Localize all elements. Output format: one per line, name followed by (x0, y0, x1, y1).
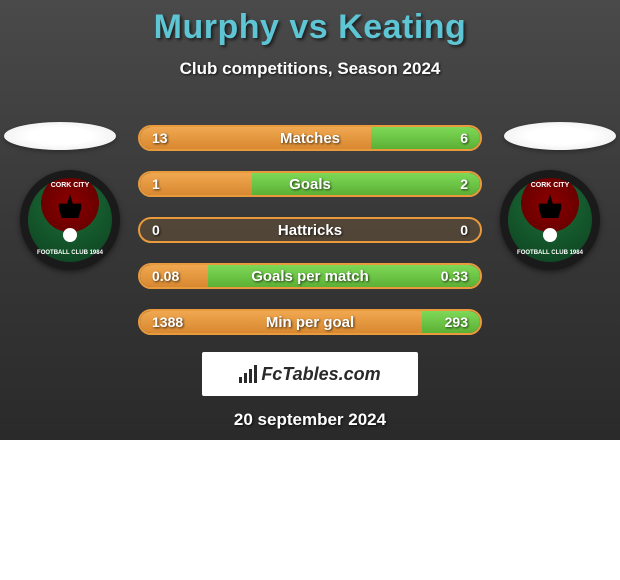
brand-text: FcTables.com (261, 364, 380, 385)
stat-label: Goals per match (140, 268, 480, 285)
badge-bottom-text: FOOTBALL CLUB 1984 (508, 250, 592, 256)
stat-value-right: 2 (460, 176, 468, 192)
badge-inner-right: CORK CITY FOOTBALL CLUB 1984 (508, 178, 592, 262)
stat-value-right: 6 (460, 130, 468, 146)
stat-row: 1388Min per goal293 (138, 309, 482, 335)
stat-label: Goals (140, 176, 480, 193)
badge-inner-left: CORK CITY FOOTBALL CLUB 1984 (28, 178, 112, 262)
chart-icon (239, 365, 257, 383)
page-title: Murphy vs Keating (0, 0, 620, 47)
comparison-card: Murphy vs Keating Club competitions, Sea… (0, 0, 620, 440)
badge-ship-icon (536, 194, 564, 218)
badge-top-text: CORK CITY (28, 182, 112, 189)
stat-row: 1Goals2 (138, 171, 482, 197)
stat-row: 13Matches6 (138, 125, 482, 151)
player-left-oval (4, 122, 116, 150)
club-badge-right: CORK CITY FOOTBALL CLUB 1984 (500, 170, 600, 270)
badge-ball-icon (543, 228, 557, 242)
stat-label: Matches (140, 130, 480, 147)
badge-ship-icon (56, 194, 84, 218)
stat-label: Min per goal (140, 314, 480, 331)
subtitle: Club competitions, Season 2024 (0, 59, 620, 79)
stat-value-right: 293 (445, 314, 468, 330)
stat-label: Hattricks (140, 222, 480, 239)
stat-value-right: 0.33 (441, 268, 468, 284)
stat-value-right: 0 (460, 222, 468, 238)
stat-row: 0.08Goals per match0.33 (138, 263, 482, 289)
player-right-oval (504, 122, 616, 150)
badge-ball-icon (63, 228, 77, 242)
badge-bottom-text: FOOTBALL CLUB 1984 (28, 250, 112, 256)
club-badge-left: CORK CITY FOOTBALL CLUB 1984 (20, 170, 120, 270)
badge-top-text: CORK CITY (508, 182, 592, 189)
date-text: 20 september 2024 (0, 410, 620, 430)
stats-container: 13Matches6 1Goals2 0Hattricks0 0.08Goals pe… (138, 125, 482, 355)
stat-row: 0Hattricks0 (138, 217, 482, 243)
brand-box[interactable]: FcTables.com (202, 352, 418, 396)
